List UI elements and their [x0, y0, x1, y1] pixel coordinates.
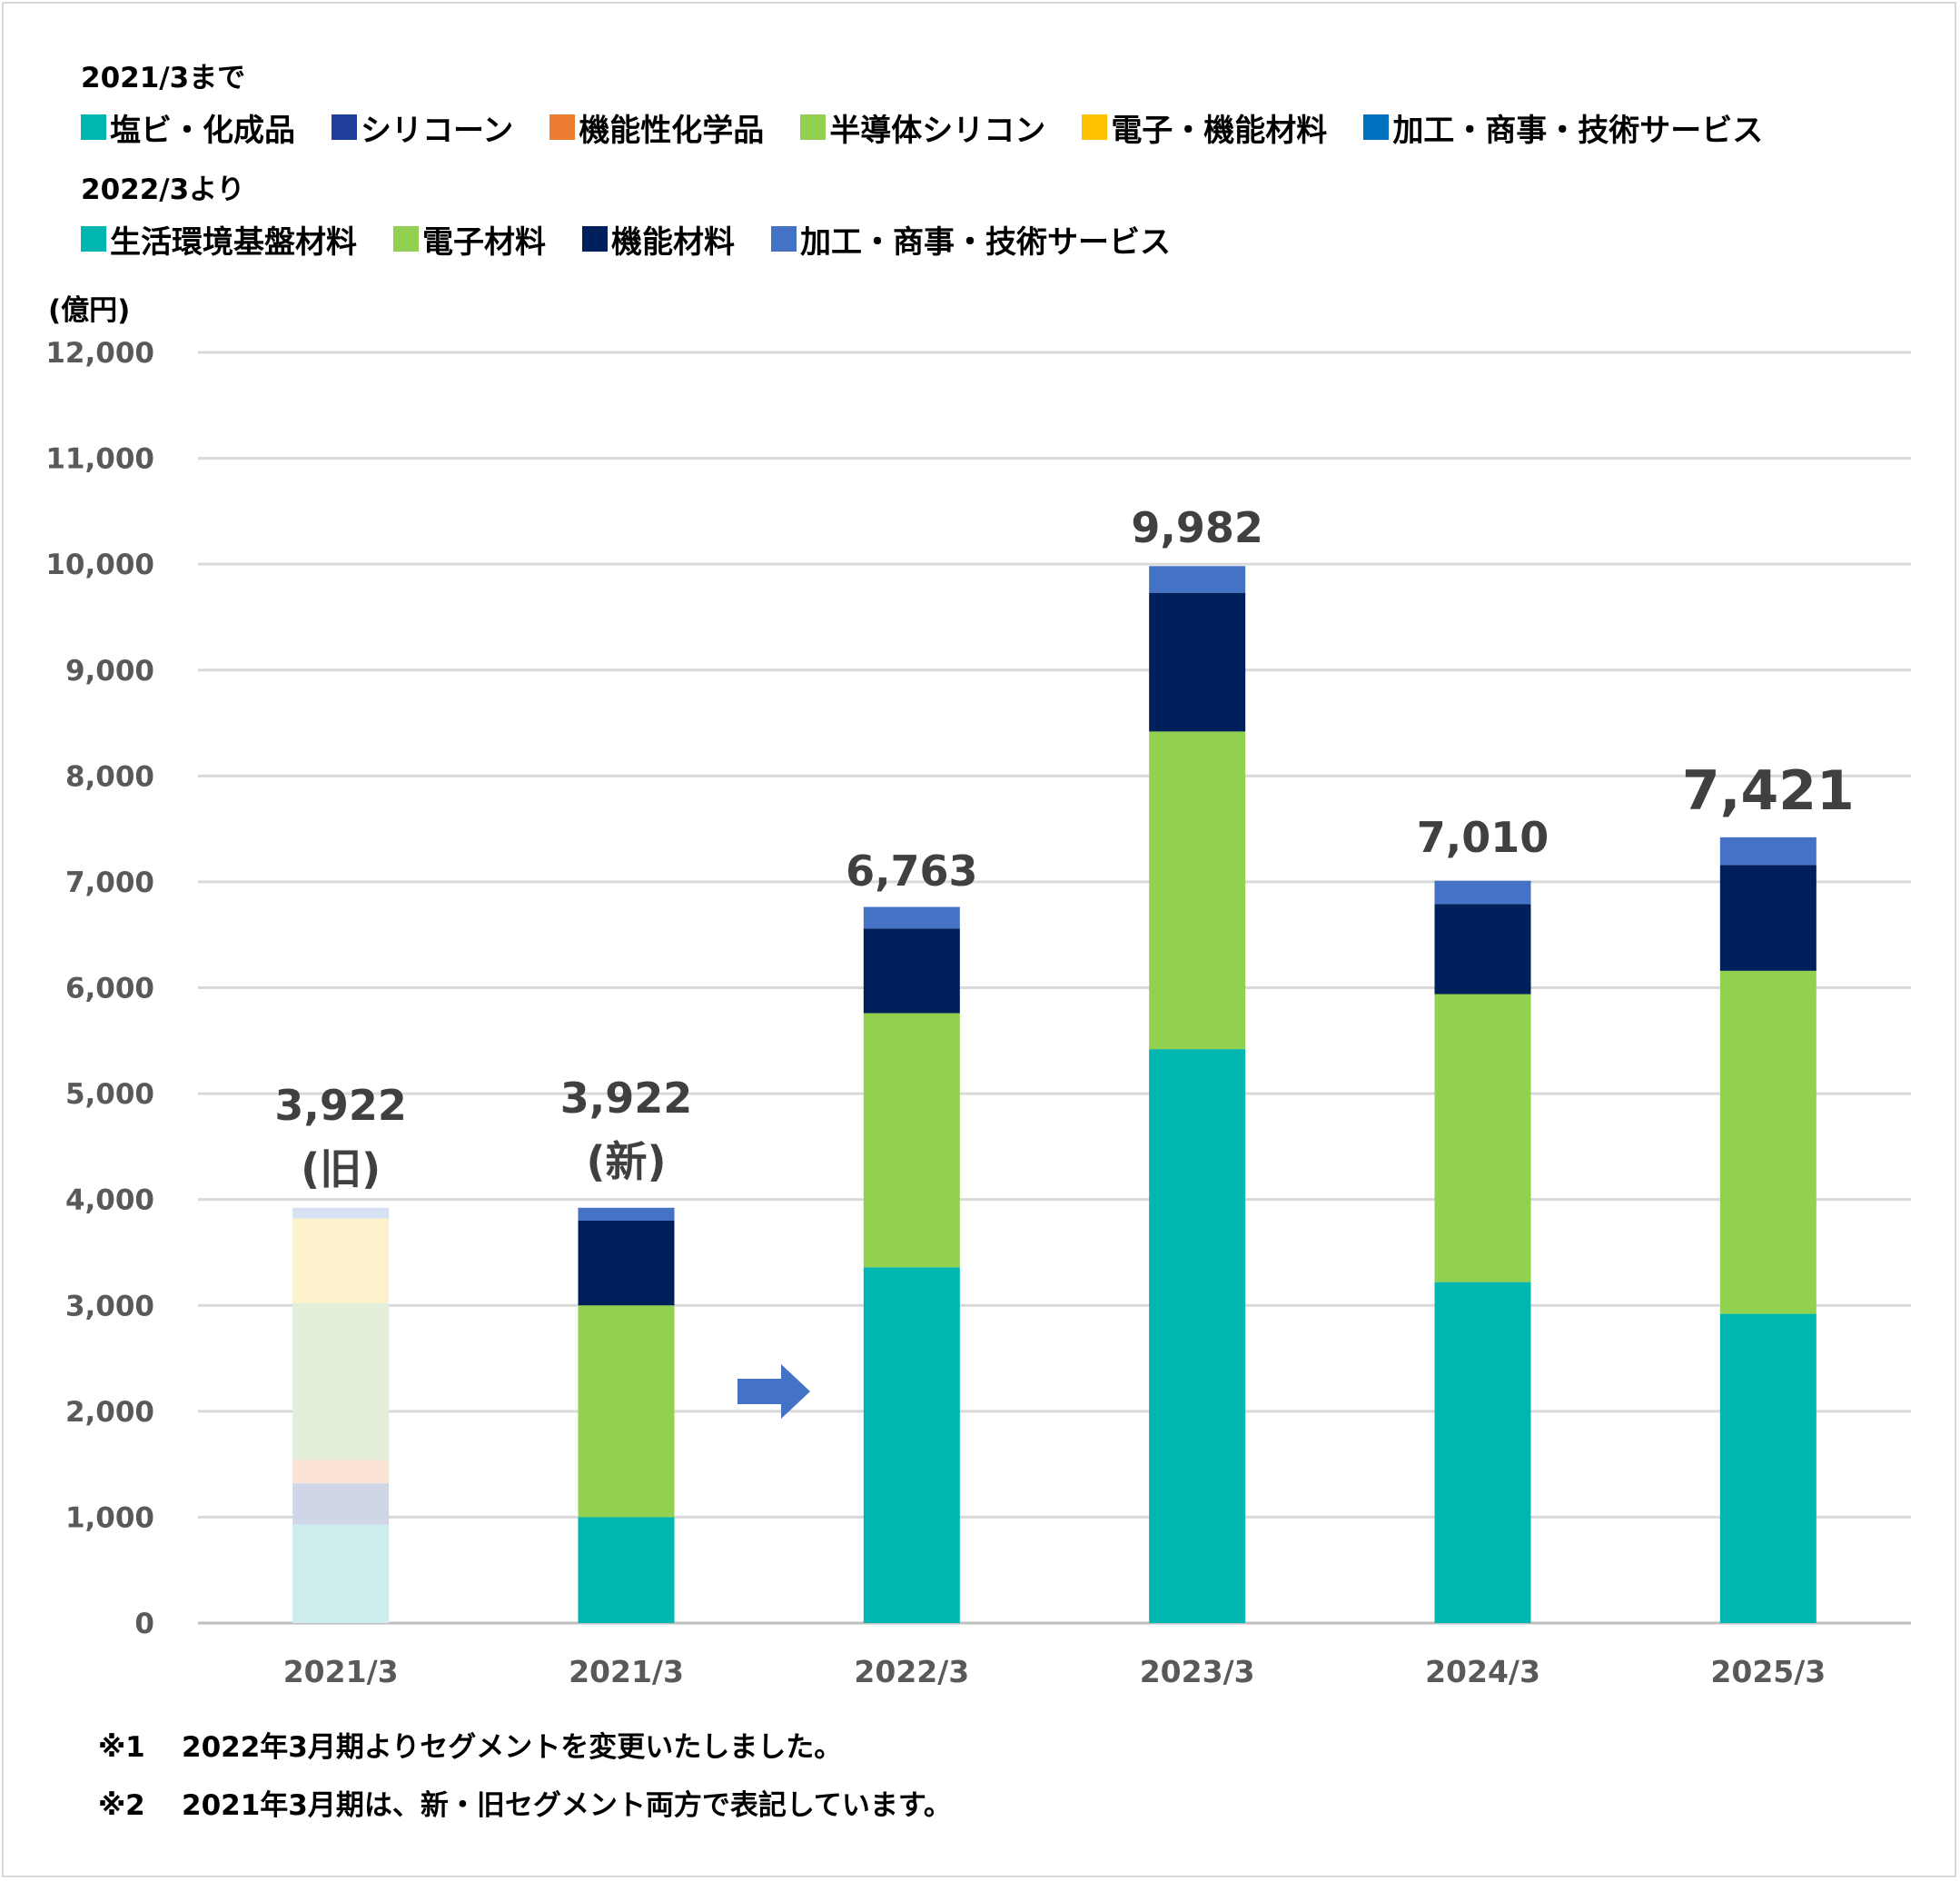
legend-old-row: 塩ビ・化成品 シリコーン 機能性化学品 半導体シリコン 電子・機能材料 加工・商事・技術サ… [81, 105, 1763, 150]
x-tick-label: 2025/3 [1710, 1654, 1826, 1689]
bar-segment [1434, 994, 1531, 1282]
legend-label: 加工・商事・技術サービス [800, 223, 1171, 261]
bar-segment [1434, 1282, 1531, 1623]
legend-new-heading: 2022/3より [81, 173, 245, 206]
legend-swatch [1082, 114, 1108, 140]
y-axis-unit-label: (億円) [48, 294, 131, 327]
total-label: 3,922 [274, 1081, 407, 1130]
legend-new-item: 生活環境基盤材料 [81, 217, 357, 262]
footnote-2: ※2 2021年3月期は、新・旧セグメント両方で表記しています。 [98, 1782, 952, 1823]
legend-swatch [800, 114, 827, 140]
y-tick-label: 12,000 [45, 337, 154, 370]
y-tick-label: 3,000 [65, 1290, 154, 1322]
legend-old-heading: 2021/3まで [81, 62, 246, 94]
bar-segment [1149, 592, 1246, 732]
bar-segment-old [292, 1524, 390, 1623]
y-tick-label: 5,000 [65, 1078, 154, 1111]
bar-segment [578, 1305, 675, 1518]
legend-label: 機能材料 [611, 223, 735, 261]
y-tick-label: 7,000 [65, 866, 154, 899]
bar-segment [578, 1220, 675, 1306]
legend-swatch [81, 114, 106, 140]
legend-swatch [771, 226, 797, 252]
y-tick-label: 11,000 [45, 443, 154, 476]
legend-swatch [582, 226, 608, 252]
legend-new-item: 加工・商事・技術サービス [771, 217, 1171, 262]
legend-old-item: 半導体シリコン [800, 105, 1045, 150]
y-tick-label: 6,000 [65, 973, 154, 1005]
legend-old-item: 塩ビ・化成品 [81, 105, 295, 150]
y-tick-label: 9,000 [65, 655, 154, 688]
legend-swatch [393, 226, 419, 252]
bar-segment [1434, 880, 1531, 905]
total-label: 7,010 [1417, 813, 1549, 862]
legend-label: 電子材料 [422, 223, 546, 261]
total-label: 7,421 [1682, 759, 1855, 823]
footnote-1: ※1 2022年3月期よりセグメントを変更いたしました。 [98, 1724, 842, 1765]
total-label: 6,763 [846, 846, 978, 896]
bar-segment [1434, 904, 1531, 995]
legend-label: 生活環境基盤材料 [110, 223, 357, 261]
total-sublabel: (新) [586, 1137, 666, 1186]
bar-segment [1719, 1313, 1816, 1623]
legend-swatch [549, 114, 576, 140]
bar-segment [1719, 970, 1816, 1314]
legend-swatch [332, 114, 357, 140]
x-tick-label: 2022/3 [854, 1654, 969, 1689]
bar-segment-old [292, 1207, 390, 1219]
right-arrow-icon [737, 1364, 810, 1419]
bar-segment-old [292, 1483, 390, 1525]
footnote-2-text: 2021年3月期は、新・旧セグメント両方で表記しています。 [182, 1789, 952, 1822]
bar-segment [1149, 731, 1246, 1050]
bar-segment [1719, 865, 1816, 971]
y-tick-label: 8,000 [65, 760, 154, 793]
legend-new-row: 生活環境基盤材料 電子材料 機能材料 加工・商事・技術サービス [81, 217, 1171, 262]
legend-old-item: 加工・商事・技術サービス [1363, 105, 1763, 150]
y-tick-label: 0 [134, 1608, 154, 1640]
legend-old-item: 電子・機能材料 [1082, 105, 1327, 150]
bar-segment [578, 1517, 675, 1623]
bar-segment-old [292, 1460, 390, 1484]
legend-old-item: シリコーン [332, 105, 513, 150]
footnote-2-mark: ※2 [98, 1789, 145, 1822]
legend-label: 機能性化学品 [579, 112, 765, 149]
bar-segment [863, 928, 960, 1014]
legend-label: 電子・機能材料 [1111, 112, 1328, 149]
total-sublabel: (旧) [301, 1144, 381, 1193]
x-tick-label: 2023/3 [1140, 1654, 1255, 1689]
stacked-bar-chart: 0 1,000 2,000 3,000 4,000 5,000 6,000 7,000 8,00… [45, 337, 1911, 1689]
x-tick-label: 2021/3 [569, 1654, 684, 1689]
bar-segment-old [292, 1218, 390, 1303]
bar-segment [863, 1267, 960, 1623]
footnote-1-text: 2022年3月期よりセグメントを変更いたしました。 [182, 1731, 843, 1764]
y-tick-label: 10,000 [45, 549, 154, 581]
legend-new-item: 機能材料 [582, 217, 735, 262]
bar-segment [1149, 1049, 1246, 1623]
bar-segment [1719, 837, 1816, 866]
legend-label: 半導体シリコン [829, 112, 1046, 149]
bar-segment [863, 906, 960, 929]
total-label: 9,982 [1131, 503, 1263, 552]
footnote-1-mark: ※1 [98, 1731, 145, 1764]
bar-segment-old [292, 1302, 390, 1460]
legend-old-item: 機能性化学品 [549, 105, 764, 150]
total-label: 3,922 [560, 1074, 693, 1123]
x-tick-label: 2021/3 [283, 1654, 399, 1689]
legend-swatch [1363, 114, 1390, 140]
y-tick-label: 1,000 [65, 1501, 154, 1534]
y-tick-label: 2,000 [65, 1396, 154, 1429]
bar-segment [578, 1207, 675, 1221]
bar-segment [863, 1013, 960, 1268]
legend-label: 塩ビ・化成品 [110, 112, 295, 149]
legend-swatch [81, 226, 106, 252]
y-tick-label: 4,000 [65, 1184, 154, 1217]
legend-new-item: 電子材料 [393, 217, 546, 262]
x-tick-label: 2024/3 [1425, 1654, 1540, 1689]
legend-label: 加工・商事・技術サービス [1392, 112, 1764, 149]
bar-segment [1149, 566, 1246, 593]
legend-label: シリコーン [361, 112, 514, 149]
